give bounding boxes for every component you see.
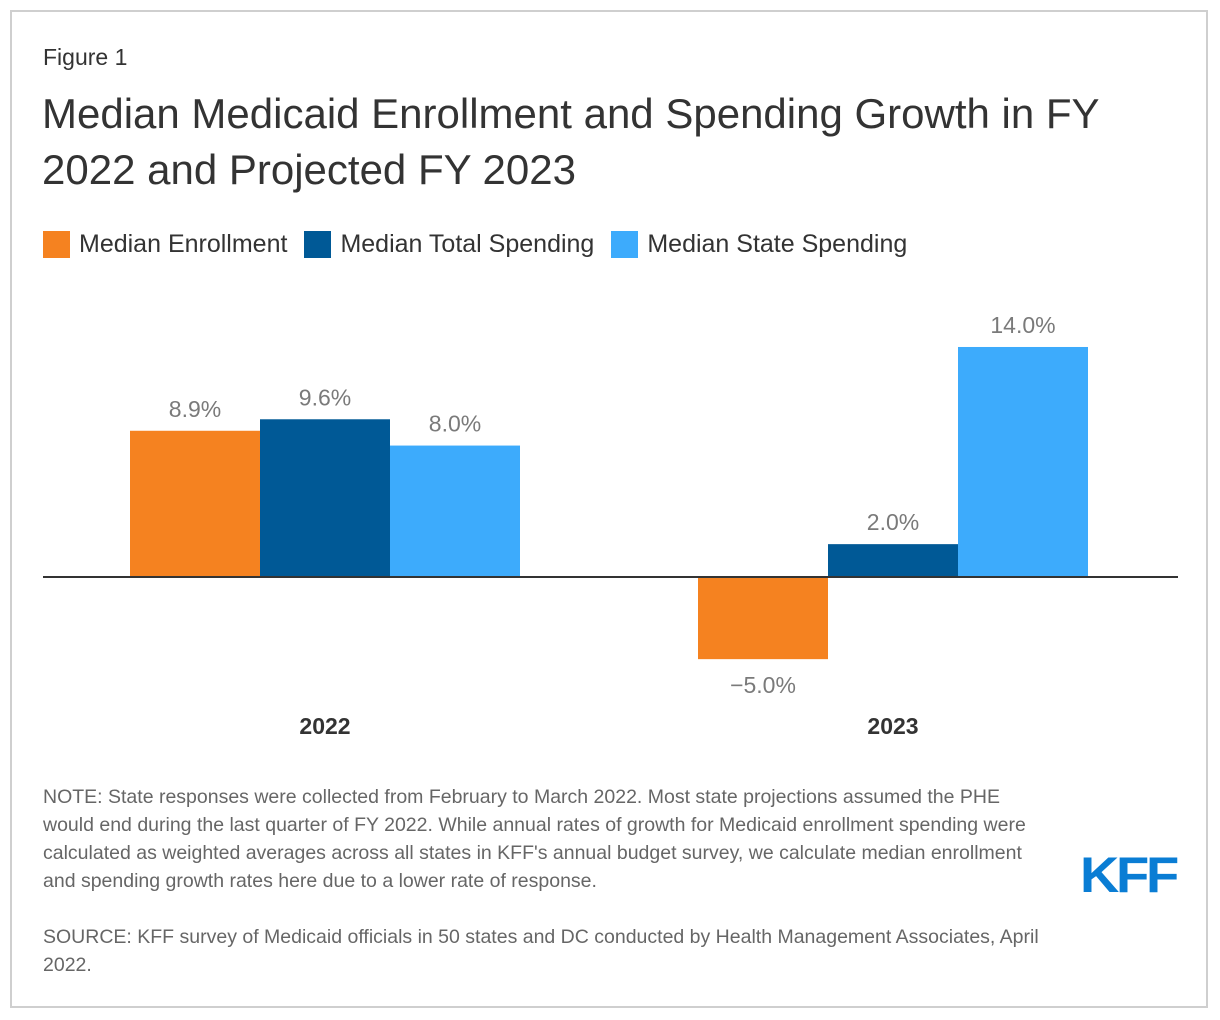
legend-swatch-state-spending xyxy=(611,231,639,258)
bar-median-enrollment-2023 xyxy=(698,577,828,660)
legend-label-total-spending: Median Total Spending xyxy=(340,230,595,258)
bar-median-state-spending-2023 xyxy=(958,346,1088,577)
legend-item-total-spending: Median Total Spending xyxy=(304,230,594,259)
legend-swatch-total-spending xyxy=(304,231,332,258)
data-label-median-enrollment-2023: −5.0% xyxy=(730,672,796,698)
data-label-median-enrollment-2022: 8.9% xyxy=(169,396,221,422)
kff-logo-icon: KFF xyxy=(1080,847,1181,903)
legend-label-enrollment: Median Enrollment xyxy=(79,230,288,258)
kff-logo: KFF xyxy=(1080,847,1181,903)
figure-frame xyxy=(10,10,1208,1008)
legend-swatch-enrollment xyxy=(43,231,70,258)
data-label-median-state-spending-2023: 14.0% xyxy=(990,312,1055,338)
chart-title: Median Medicaid Enrollment and Spending … xyxy=(42,90,1099,193)
figure-label: Figure 1 xyxy=(43,44,128,70)
bar-chart: 8.9% 9.6% 8.0% 2022 −5.0% 2.0% 14.0% 2023 xyxy=(43,312,1178,739)
chart-source: SOURCE: KFF survey of Medicaid officials… xyxy=(43,926,1039,976)
data-label-median-total-spending-2022: 9.6% xyxy=(299,384,351,410)
chart-note: NOTE: State responses were collected fro… xyxy=(43,786,1026,892)
bar-median-state-spending-2022 xyxy=(390,445,520,577)
legend-item-enrollment: Median Enrollment xyxy=(43,230,287,259)
bar-median-total-spending-2023 xyxy=(828,544,958,577)
data-label-median-total-spending-2023: 2.0% xyxy=(867,509,919,535)
bar-median-total-spending-2022 xyxy=(260,419,390,577)
legend-item-state-spending: Median State Spending xyxy=(611,230,907,259)
category-label-2023: 2023 xyxy=(867,713,918,739)
bar-median-enrollment-2022 xyxy=(130,430,260,577)
svg-text:KFF: KFF xyxy=(1080,852,1178,896)
category-label-2022: 2022 xyxy=(299,713,350,739)
legend-label-state-spending: Median State Spending xyxy=(647,230,908,258)
data-label-median-state-spending-2022: 8.0% xyxy=(429,411,481,437)
chart-legend: Median Enrollment Median Total Spending … xyxy=(43,230,924,259)
